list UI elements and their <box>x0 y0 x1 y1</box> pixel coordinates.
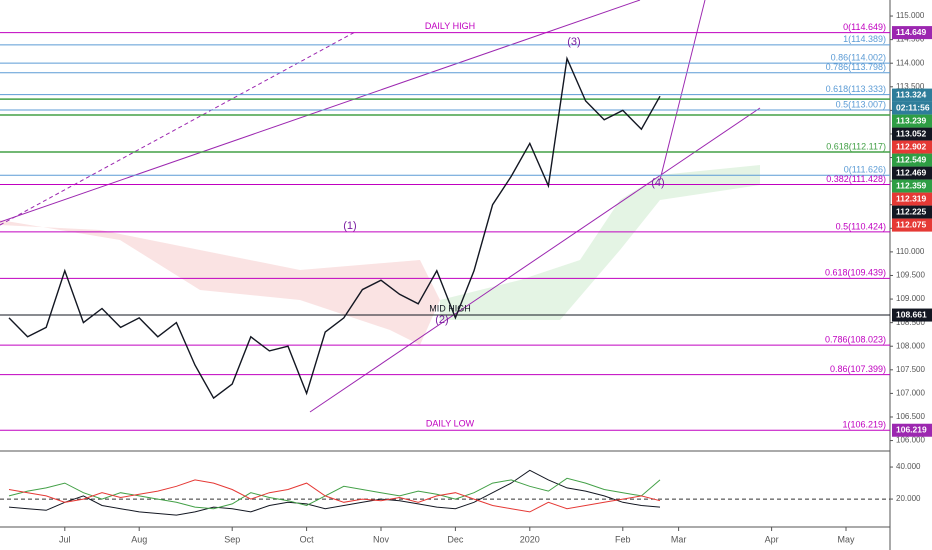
x-tick-label: Apr <box>765 534 779 544</box>
level-label: 0.86(107.399) <box>830 364 886 374</box>
x-tick-label: Feb <box>615 534 631 544</box>
x-tick-label: Sep <box>224 534 240 544</box>
level-label: 0.618(112.117) <box>826 141 886 151</box>
x-tick-label: Dec <box>447 534 464 544</box>
indicator-line <box>8 477 661 510</box>
wave-label: (4) <box>651 177 664 189</box>
y-tick-label: 108.500 <box>896 318 925 327</box>
level-label: 0.5(113.007) <box>836 99 886 109</box>
wave-label: (3) <box>567 36 580 48</box>
price-badge <box>892 26 932 40</box>
cloud-green <box>440 165 760 320</box>
y-tick-label: 115.000 <box>896 11 925 20</box>
x-tick-label: Nov <box>373 534 390 544</box>
channel-line <box>0 31 356 226</box>
price-badge-label: 114.649 <box>896 27 927 37</box>
price-badge <box>892 127 932 141</box>
price-badge-label: 113.239 <box>896 115 927 125</box>
x-tick-label: 2020 <box>520 534 540 544</box>
price-badge <box>892 166 932 180</box>
channel-line <box>309 107 761 413</box>
projection-line <box>659 0 706 181</box>
price-badge-label: 106.219 <box>896 424 927 434</box>
y-tick-label: 109.000 <box>896 294 925 303</box>
level-label: 0(114.649) <box>843 22 886 32</box>
level-label: 0.618(113.333) <box>826 84 886 94</box>
y-tick-label: 109.500 <box>896 271 925 280</box>
level-label: 0.382(111.428) <box>826 174 886 184</box>
wave-label: (1) <box>343 220 356 232</box>
level-label: 0.786(113.798) <box>826 62 886 72</box>
price-badge <box>892 179 932 193</box>
x-tick-label: Mar <box>671 534 687 544</box>
y-tick-label: 106.000 <box>896 436 925 445</box>
price-badge <box>892 114 932 128</box>
x-tick-label: Aug <box>131 534 147 544</box>
price-badge-label: 113.052 <box>896 128 927 138</box>
indicator-line <box>8 469 661 516</box>
wave-label: (2) <box>435 314 448 326</box>
price-badge-label: 113.324 <box>896 89 927 99</box>
y-tick-label: 107.000 <box>896 389 925 398</box>
level-label: 0.86(114.002) <box>831 52 886 62</box>
price-badge <box>892 205 932 219</box>
countdown-badge <box>892 101 932 115</box>
level-label: 0(111.626) <box>844 165 886 175</box>
price-line <box>8 55 661 400</box>
price-badge-label: 112.359 <box>896 180 927 190</box>
y-tick-label: 110.000 <box>896 247 925 256</box>
price-badge <box>892 153 932 167</box>
level-note: DAILY HIGH <box>425 21 475 31</box>
level-note: MID HIGH <box>429 303 471 313</box>
price-badge <box>892 308 932 322</box>
y-tick-label: 114.000 <box>896 58 925 67</box>
price-badge <box>892 88 932 102</box>
y-tick-label: 107.500 <box>896 365 925 374</box>
price-badge-label: 108.661 <box>896 309 927 319</box>
y-tick-label: 108.000 <box>896 341 925 350</box>
price-badge <box>892 140 932 154</box>
price-badge <box>892 423 932 437</box>
price-badge-label: 112.319 <box>896 193 927 203</box>
price-badge-label: 112.549 <box>896 154 927 164</box>
cloud-red <box>0 220 440 345</box>
level-note: DAILY LOW <box>426 419 475 429</box>
price-badge <box>892 218 932 232</box>
y-tick-label: 113.500 <box>896 82 925 91</box>
y-tick-label: 106.500 <box>896 412 925 421</box>
y-tick-label: 114.500 <box>896 35 925 44</box>
level-label: 1(114.389) <box>843 34 886 44</box>
price-badge-label: 112.075 <box>896 219 927 229</box>
y-tick-label: 40.000 <box>896 462 921 471</box>
x-tick-label: May <box>837 534 855 544</box>
indicator-line <box>8 479 661 513</box>
x-tick-label: Jul <box>59 534 71 544</box>
countdown-label: 02:11:56 <box>896 102 930 112</box>
price-badge <box>892 192 932 206</box>
level-label: 0.786(108.023) <box>825 335 886 345</box>
level-label: 1(106.219) <box>842 420 886 430</box>
price-badge-label: 112.225 <box>896 206 927 216</box>
level-label: 0.5(110.424) <box>836 221 886 231</box>
level-label: 0.618(109.439) <box>825 268 886 278</box>
price-badge-label: 112.902 <box>896 141 927 151</box>
price-badge-label: 112.469 <box>896 167 927 177</box>
y-tick-label: 20.000 <box>896 494 921 503</box>
x-tick-label: Oct <box>300 534 315 544</box>
